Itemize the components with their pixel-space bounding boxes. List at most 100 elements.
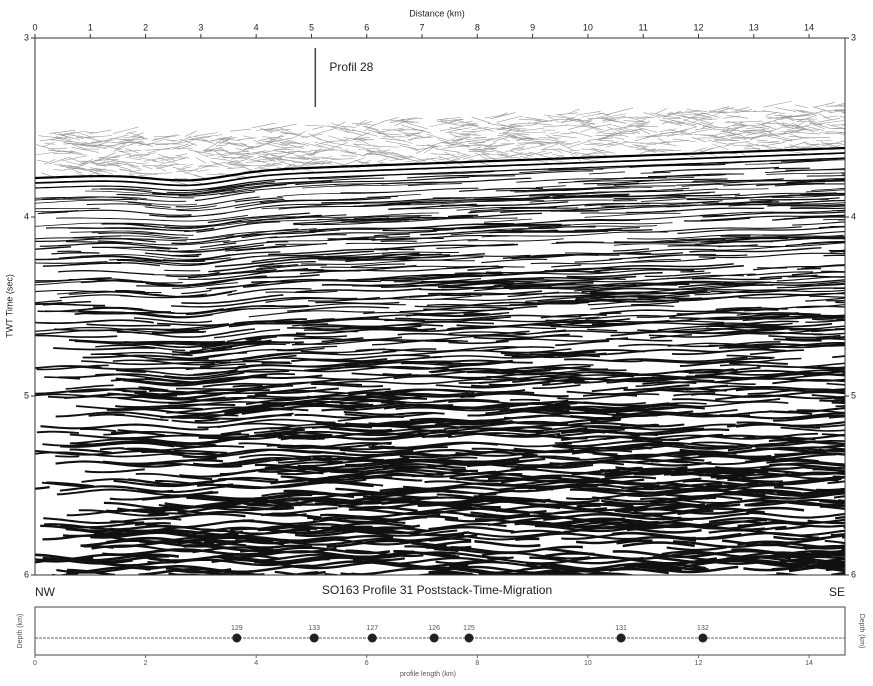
x-tick-label: 3	[198, 22, 203, 32]
reflector	[533, 385, 581, 388]
noise	[378, 133, 402, 135]
noise	[153, 173, 173, 174]
noise	[757, 122, 770, 126]
noise	[311, 129, 334, 136]
noise	[436, 149, 461, 152]
noise	[844, 127, 865, 133]
reflector	[626, 208, 764, 212]
reflector	[863, 533, 873, 538]
reflector	[600, 319, 630, 321]
noise	[363, 126, 384, 133]
noise	[175, 154, 187, 156]
reflector	[850, 262, 873, 265]
reflector	[845, 202, 873, 206]
reflector	[820, 506, 873, 511]
reflector	[261, 306, 309, 307]
noise	[714, 139, 728, 140]
noise	[313, 136, 332, 143]
noise	[173, 141, 193, 144]
noise	[714, 129, 740, 130]
noise	[113, 127, 138, 133]
noise	[539, 152, 552, 154]
reflector	[590, 306, 674, 310]
reflector	[204, 203, 360, 215]
reflector	[66, 385, 114, 389]
reflector	[846, 521, 873, 527]
reflector	[536, 186, 566, 188]
noise	[254, 154, 266, 155]
reflector	[680, 271, 704, 272]
noise	[243, 136, 254, 138]
noise	[821, 142, 834, 148]
reflector	[510, 400, 540, 401]
reflector	[816, 577, 873, 583]
y-tick-label: 5	[24, 390, 29, 400]
y-tick-label: 3	[24, 32, 29, 42]
y-tick-label: 4	[24, 211, 29, 221]
reflector	[453, 266, 525, 267]
reflector	[58, 271, 154, 275]
noise	[660, 129, 676, 132]
noise	[196, 158, 206, 164]
reflector	[856, 294, 873, 295]
noise	[306, 125, 330, 126]
noise	[825, 131, 845, 132]
x-tick-label: 0	[32, 22, 37, 32]
reflector	[35, 199, 137, 200]
noise	[497, 116, 524, 123]
noise	[633, 129, 644, 130]
inset-y-title: Depth (km)	[17, 614, 24, 649]
noise	[146, 139, 164, 145]
noise	[750, 134, 770, 140]
reflector	[16, 579, 58, 584]
y-tick-label-right: 4	[851, 211, 856, 221]
noise	[89, 130, 111, 134]
noise	[693, 148, 707, 152]
reflector	[386, 236, 410, 237]
noise	[185, 131, 197, 136]
reflector	[191, 576, 245, 580]
reflector	[56, 215, 248, 221]
noise	[402, 125, 423, 131]
reflector	[834, 495, 873, 499]
x-tick-label: 10	[583, 22, 593, 32]
noise	[345, 131, 363, 136]
reflector	[52, 253, 100, 254]
noise	[543, 125, 568, 127]
reflector	[421, 271, 601, 275]
y-tick-label-right: 5	[851, 390, 856, 400]
inset-x-tick-label: 0	[33, 660, 37, 667]
reflector	[797, 269, 821, 270]
noise	[550, 132, 560, 134]
noise	[173, 167, 187, 171]
noise	[552, 154, 566, 158]
reflector	[164, 270, 200, 271]
noise	[520, 128, 545, 131]
noise	[655, 109, 667, 114]
reflector	[559, 581, 727, 587]
reflector	[98, 233, 188, 238]
reflector	[862, 396, 873, 401]
noise	[482, 154, 510, 155]
reflector	[26, 487, 50, 489]
noise	[663, 111, 681, 118]
reflector	[819, 227, 873, 228]
noise	[636, 117, 654, 118]
inset-x-tick-label: 2	[144, 660, 148, 667]
noise	[399, 145, 416, 149]
reflector	[653, 167, 779, 172]
reflector	[847, 226, 873, 228]
reflector	[727, 356, 775, 358]
noise	[681, 111, 701, 112]
reflector	[832, 403, 873, 406]
noise	[605, 135, 624, 139]
x-tick-label: 7	[420, 22, 425, 32]
noise	[142, 166, 152, 169]
noise	[465, 128, 493, 134]
reflector	[860, 465, 873, 470]
noise	[802, 130, 819, 131]
noise	[727, 115, 749, 118]
reflector	[849, 455, 873, 460]
inset-x-tick-label: 14	[805, 660, 813, 667]
